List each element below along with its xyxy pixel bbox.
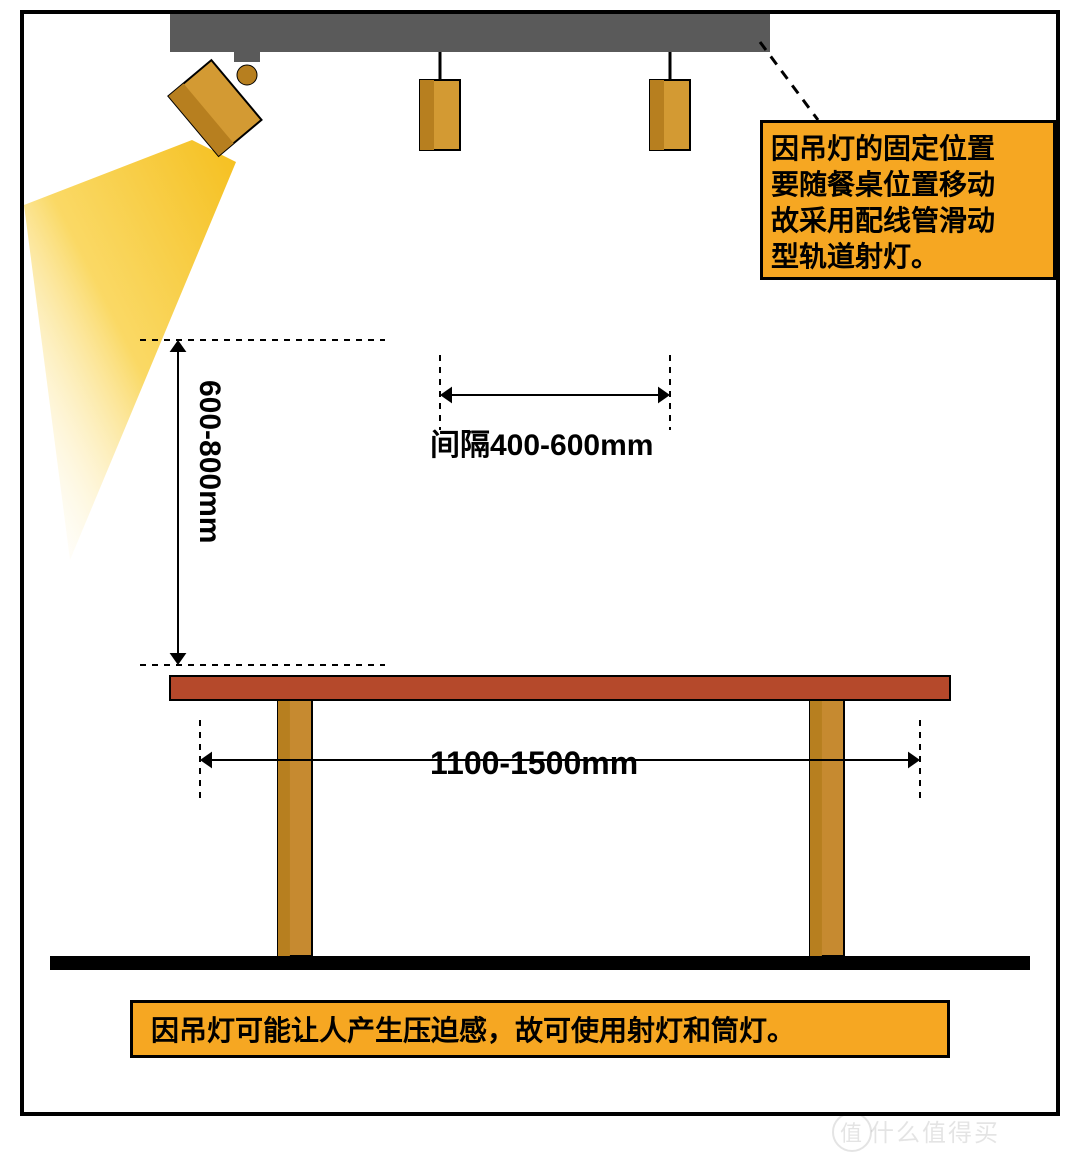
callout-line: 要随餐桌位置移动	[771, 167, 1045, 203]
callout-top-right: 因吊灯的固定位置要随餐桌位置移动故采用配线管滑动型轨道射灯。	[760, 120, 1056, 280]
dim-gap-label: 间隔400-600mm	[430, 420, 653, 464]
callout-line: 因吊灯的固定位置	[771, 131, 1045, 167]
watermark-logo: 值	[832, 1112, 872, 1152]
callout-bottom: 因吊灯可能让人产生压迫感，故可使用射灯和筒灯。	[130, 1000, 950, 1058]
callout-line: 型轨道射灯。	[771, 239, 1045, 275]
dim-height-label: 600-800mm	[192, 380, 226, 543]
callout-line: 故采用配线管滑动	[771, 203, 1045, 239]
dim-table-label: 1100-1500mm	[430, 745, 638, 782]
watermark-text: 什么值得买	[870, 1113, 1000, 1148]
diagram-canvas: 600-800mm 间隔400-600mm 1100-1500mm 因吊灯的固定…	[0, 0, 1080, 1152]
callout-bottom-text: 因吊灯可能让人产生压迫感，故可使用射灯和筒灯。	[151, 1009, 795, 1049]
